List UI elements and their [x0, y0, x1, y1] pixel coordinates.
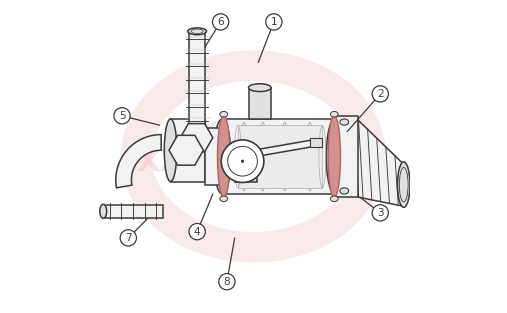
- Ellipse shape: [100, 204, 106, 218]
- Text: 3: 3: [377, 208, 384, 218]
- Ellipse shape: [331, 111, 338, 117]
- Text: 2: 2: [377, 89, 384, 99]
- Ellipse shape: [331, 196, 338, 202]
- Ellipse shape: [218, 116, 230, 197]
- Text: 6: 6: [218, 17, 224, 27]
- Circle shape: [219, 274, 235, 290]
- Ellipse shape: [220, 111, 228, 117]
- Ellipse shape: [328, 116, 341, 197]
- Text: XXXXXXXXXX: XXXXXXXXXX: [168, 121, 339, 141]
- Circle shape: [189, 223, 205, 240]
- Polygon shape: [205, 128, 224, 185]
- Ellipse shape: [164, 119, 177, 182]
- Text: XXXXXXXXXX: XXXXXXXXXX: [136, 148, 371, 177]
- Circle shape: [120, 230, 136, 246]
- Polygon shape: [189, 31, 205, 131]
- Polygon shape: [238, 125, 322, 188]
- Polygon shape: [244, 139, 319, 158]
- Circle shape: [212, 14, 229, 30]
- Ellipse shape: [397, 162, 410, 208]
- Ellipse shape: [241, 160, 244, 162]
- Polygon shape: [235, 163, 257, 182]
- Polygon shape: [354, 116, 405, 207]
- Polygon shape: [103, 205, 163, 218]
- Text: 1: 1: [271, 17, 277, 27]
- Text: 5: 5: [119, 111, 125, 121]
- Text: 7: 7: [125, 233, 132, 243]
- Ellipse shape: [220, 196, 228, 202]
- Polygon shape: [249, 88, 271, 119]
- Ellipse shape: [213, 119, 231, 194]
- Polygon shape: [333, 116, 358, 197]
- Polygon shape: [170, 119, 205, 182]
- Circle shape: [221, 140, 264, 182]
- Ellipse shape: [340, 188, 349, 194]
- Polygon shape: [310, 138, 322, 147]
- Circle shape: [372, 86, 388, 102]
- Ellipse shape: [327, 119, 343, 194]
- Ellipse shape: [340, 119, 349, 125]
- Polygon shape: [116, 135, 161, 188]
- Circle shape: [372, 205, 388, 221]
- Circle shape: [266, 14, 282, 30]
- Polygon shape: [222, 119, 335, 194]
- Text: 4: 4: [194, 227, 200, 237]
- Ellipse shape: [188, 28, 206, 35]
- Ellipse shape: [248, 84, 271, 92]
- Text: 8: 8: [224, 277, 230, 287]
- Circle shape: [114, 108, 130, 124]
